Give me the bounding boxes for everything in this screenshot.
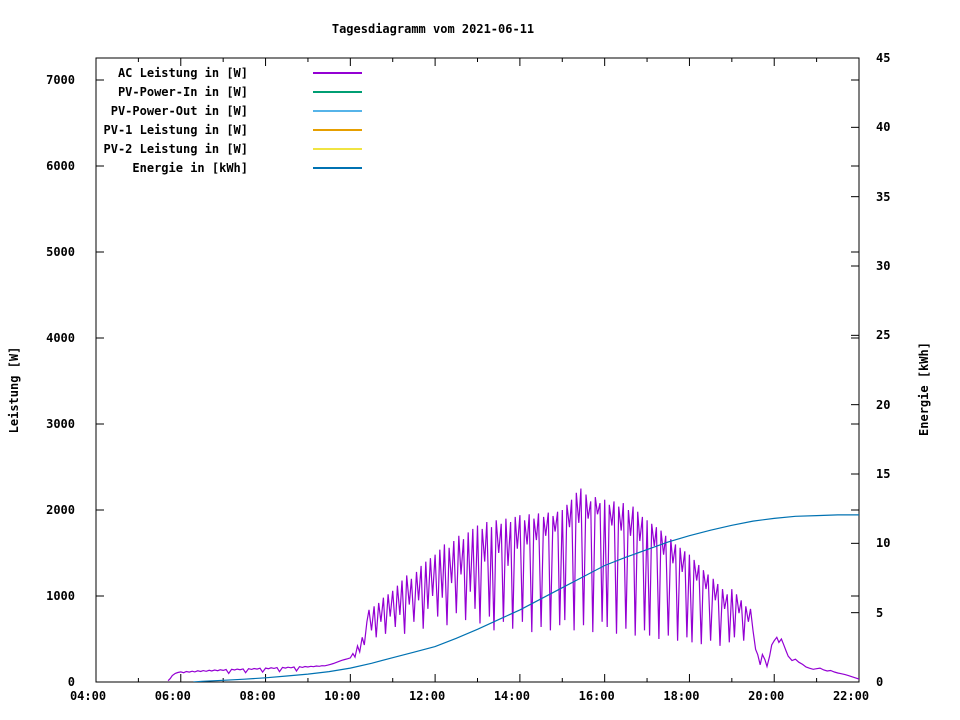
y-right-tick-label: 20 xyxy=(876,397,891,412)
x-tick-label: 10:00 xyxy=(324,689,361,703)
y-left-tick-label: 0 xyxy=(67,675,75,689)
legend-line-sample xyxy=(313,129,362,131)
y-right-tick-label: 45 xyxy=(876,51,891,65)
x-tick-label: 08:00 xyxy=(239,689,276,703)
x-tick-label: 04:00 xyxy=(69,689,107,703)
legend-label: PV-2 Leistung in [W] xyxy=(103,142,249,156)
legend-label: AC Leistung in [W] xyxy=(117,66,248,80)
legend-label: PV-Power-Out in [W] xyxy=(110,104,248,118)
y-right-tick-label: 30 xyxy=(876,259,891,273)
legend-label: PV-1 Leistung in [W] xyxy=(103,123,249,137)
y-left-tick-label: 4000 xyxy=(46,331,75,345)
x-tick-label: 16:00 xyxy=(578,689,615,703)
legend-line-sample xyxy=(313,148,362,150)
y-right-tick-label: 15 xyxy=(876,467,891,481)
y-left-tick-label: 7000 xyxy=(46,73,75,87)
y-right-tick-label: 40 xyxy=(876,120,891,135)
legend-line-sample xyxy=(313,91,362,93)
y-right-tick-label: 25 xyxy=(876,328,891,343)
y-right-tick-label: 5 xyxy=(876,605,884,620)
x-tick-label: 12:00 xyxy=(409,689,446,703)
legend-line-sample xyxy=(313,72,362,74)
y-left-tick-label: 6000 xyxy=(46,159,75,173)
x-tick-label: 20:00 xyxy=(748,689,785,703)
legend-label: PV-Power-In in [W] xyxy=(117,85,248,99)
x-tick-label: 06:00 xyxy=(154,689,191,703)
y-left-tick-label: 2000 xyxy=(46,503,75,517)
y-right-tick-label: 10 xyxy=(876,536,891,551)
series-energie-in-kwh- xyxy=(193,514,859,682)
legend-label: Energie in [kWh] xyxy=(132,161,248,175)
legend-line-sample xyxy=(313,167,362,169)
x-tick-label: 18:00 xyxy=(663,689,700,703)
y-left-tick-label: 5000 xyxy=(46,245,75,259)
y-right-tick-label: 35 xyxy=(876,189,891,204)
y-right-tick-label: 0 xyxy=(876,675,884,689)
x-tick-label: 14:00 xyxy=(493,689,530,703)
legend-line-sample xyxy=(313,110,362,112)
y-left-tick-label: 1000 xyxy=(46,589,75,603)
chart-title: Tagesdiagramm vom 2021-06-11 xyxy=(331,22,535,36)
series-ac-leistung-in-w- xyxy=(167,488,859,682)
x-tick-label: 22:00 xyxy=(832,689,870,703)
y-left-tick-label: 3000 xyxy=(46,417,75,431)
